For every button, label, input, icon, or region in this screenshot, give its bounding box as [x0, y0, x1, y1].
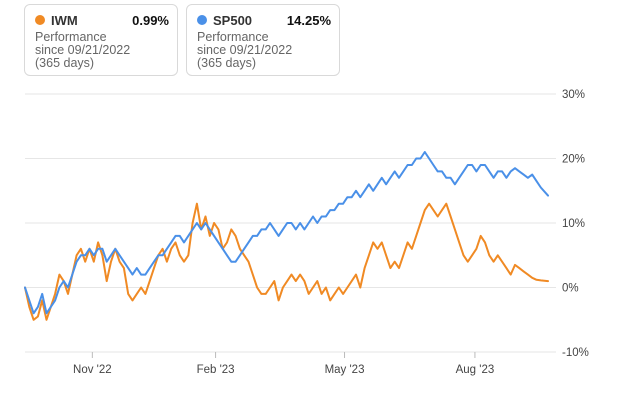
legend-since: since 09/21/2022	[197, 43, 293, 57]
x-tick-label: Feb '23	[197, 364, 235, 376]
legend-performance: 0.99%	[132, 12, 169, 28]
legend-days: (365 days)	[197, 56, 257, 70]
iwm-color-dot	[35, 15, 45, 25]
x-tick-label: Nov '22	[73, 364, 112, 376]
legend-card-sp500[interactable]: SP500 14.25% Performance since 09/21/202…	[186, 4, 340, 76]
sp500-color-dot	[197, 15, 207, 25]
legend-ticker: SP500	[213, 12, 253, 28]
y-tick-label: -10%	[562, 347, 589, 359]
y-tick-label: 30%	[562, 89, 585, 101]
legend-days: (365 days)	[35, 56, 95, 70]
series-line-sp500	[24, 151, 549, 315]
legend-ticker: IWM	[51, 12, 78, 28]
y-tick-label: 20%	[562, 154, 585, 166]
y-tick-label: 10%	[562, 218, 585, 230]
y-tick-label: 0%	[562, 283, 579, 295]
legend-performance: 14.25%	[286, 12, 331, 28]
legend-label: Performance	[35, 30, 107, 44]
legend-since: since 09/21/2022	[35, 43, 131, 57]
legend-card-iwm[interactable]: IWM 0.99% Performance since 09/21/2022 (…	[24, 4, 178, 76]
x-tick-label: May '23	[325, 364, 365, 376]
series-line-iwm	[24, 202, 549, 321]
x-tick-label: Aug '23	[456, 364, 495, 376]
legend-label: Performance	[197, 30, 269, 44]
